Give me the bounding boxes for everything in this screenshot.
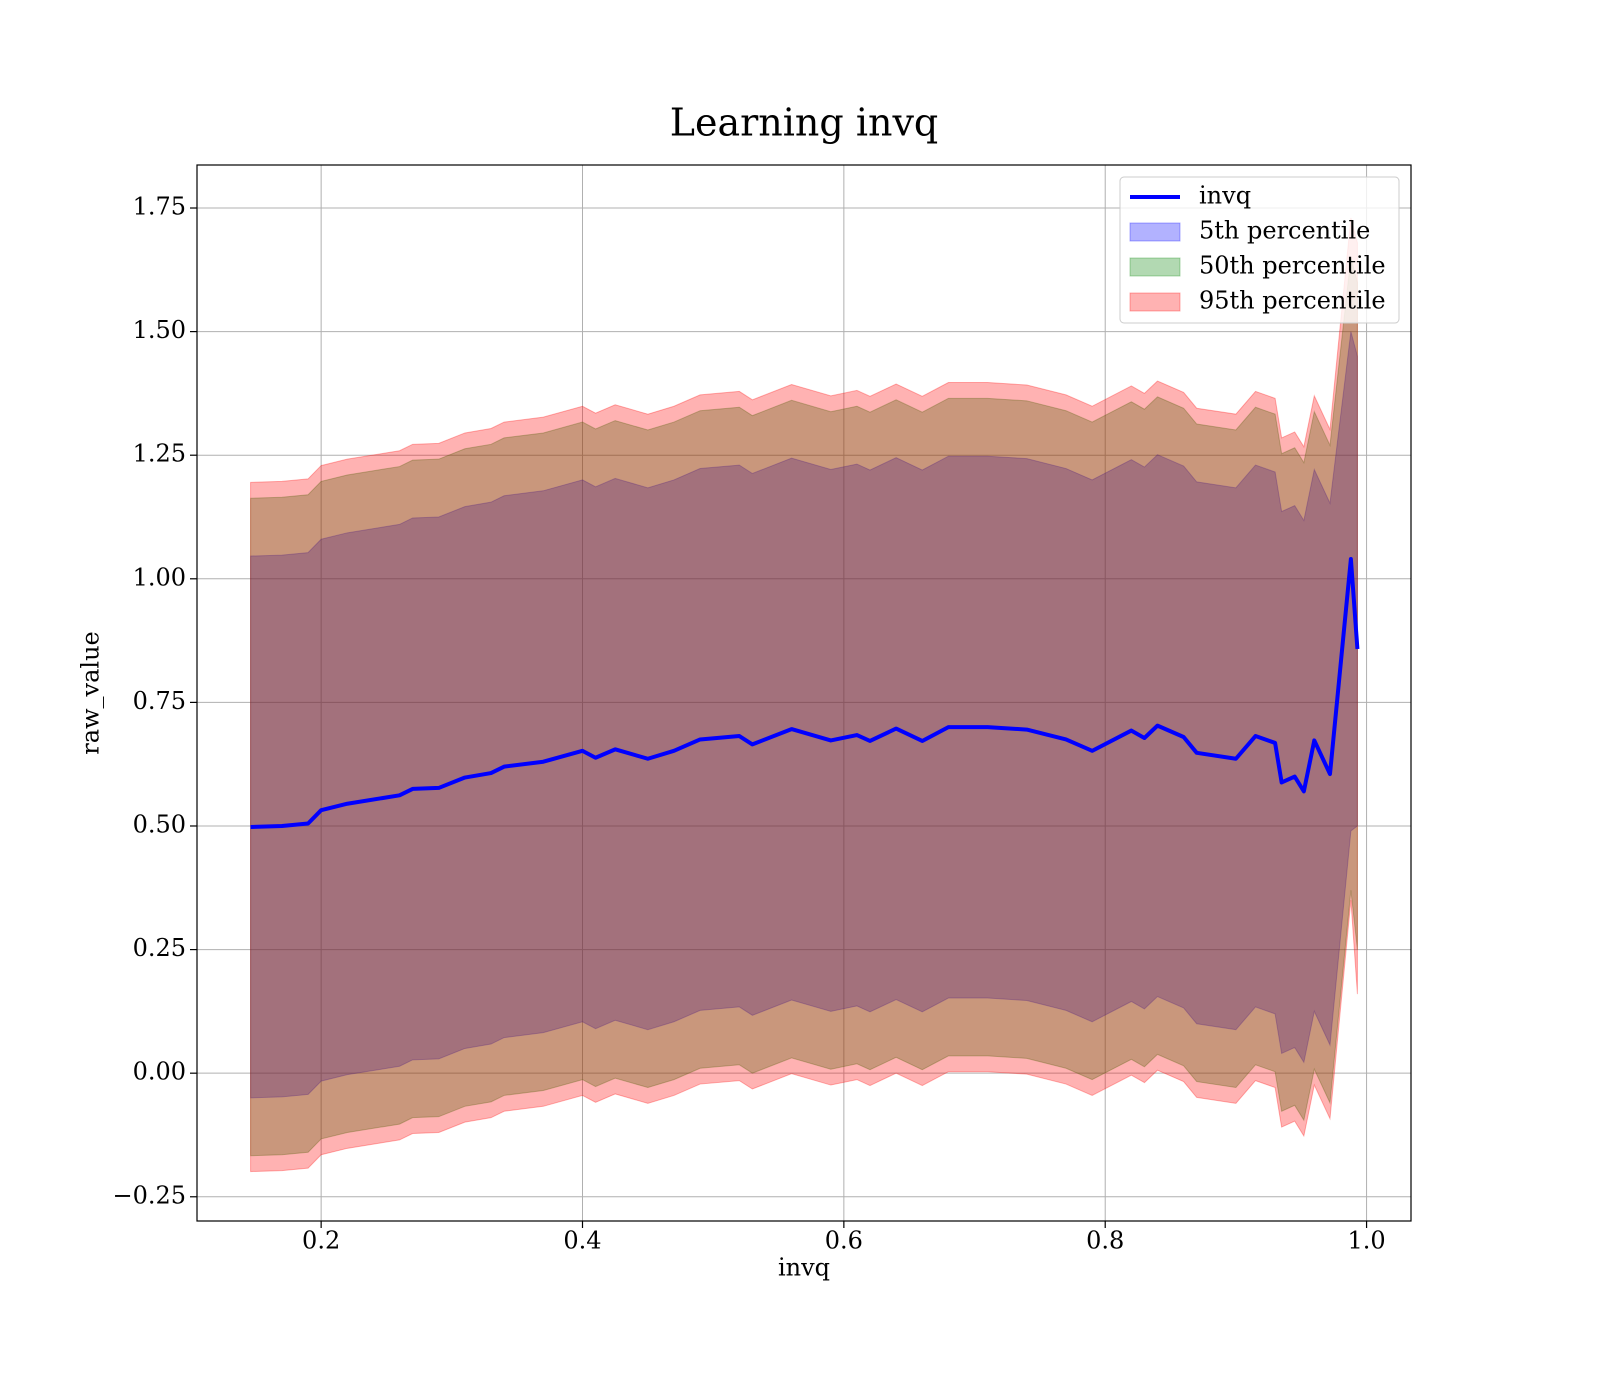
y-tick-label: 1.25: [133, 440, 186, 468]
plot-area: [250, 217, 1360, 1173]
x-axis-label: invq: [778, 1254, 830, 1282]
legend-patch: [1129, 292, 1181, 312]
legend-patch: [1129, 257, 1181, 277]
x-tick-label: 1.0: [1347, 1227, 1385, 1255]
chart-title: Learning invq: [670, 101, 938, 145]
y-tick-label: 0.00: [133, 1058, 186, 1086]
y-tick-label: −0.25: [112, 1181, 186, 1209]
x-tick-label: 0.4: [563, 1227, 601, 1255]
percentile-band: [250, 257, 1358, 1157]
y-tick-label: 0.75: [133, 687, 186, 715]
legend-label: invq: [1199, 182, 1251, 210]
x-tick-label: 0.8: [1086, 1227, 1124, 1255]
y-tick-label: 1.75: [133, 193, 186, 221]
y-tick-label: 1.50: [133, 316, 186, 344]
line: [250, 557, 1360, 829]
axes-frame: [196, 164, 1412, 1222]
legend-label: 95th percentile: [1199, 287, 1386, 315]
legend-label: 5th percentile: [1199, 217, 1370, 245]
legend-label: 50th percentile: [1199, 252, 1386, 280]
y-tick-label: 0.50: [133, 810, 186, 838]
legend-box: [1119, 176, 1400, 324]
x-tick-label: 0.2: [302, 1227, 340, 1255]
legend-patch: [1129, 222, 1181, 242]
percentile-band: [250, 217, 1358, 1173]
y-axis-label: raw_value: [77, 631, 105, 755]
percentile-band: [250, 331, 1358, 1099]
x-tick-label: 0.6: [825, 1227, 863, 1255]
legend: invq 5th percentile 50th percentile 95th pe…: [1119, 176, 1400, 324]
y-tick-label: 0.25: [133, 934, 186, 962]
y-tick-label: 1.00: [133, 563, 186, 591]
